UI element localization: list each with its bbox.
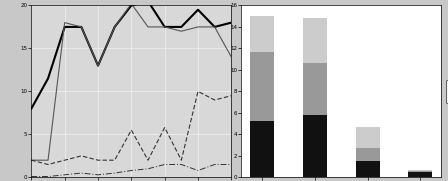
Bar (356, 161, 379, 177)
Bar (303, 64, 327, 115)
Bar (409, 171, 432, 172)
Bar (356, 148, 379, 161)
Bar (250, 121, 274, 177)
Bar (409, 172, 432, 177)
Bar (356, 127, 379, 148)
Bar (250, 52, 274, 121)
Bar (303, 115, 327, 177)
Bar (303, 18, 327, 64)
Bar (409, 170, 432, 171)
Bar (250, 16, 274, 52)
Legend: CIIB, CIIA, CIIH: CIIB, CIIA, CIIH (446, 79, 448, 103)
